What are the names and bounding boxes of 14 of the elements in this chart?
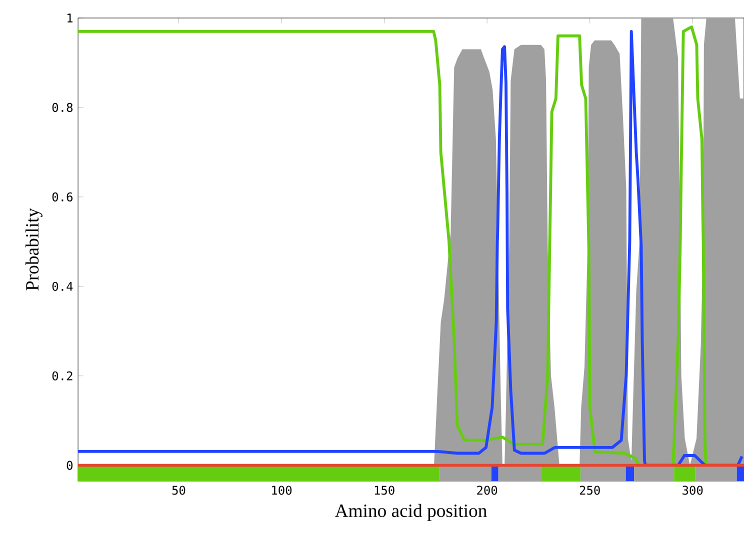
x-tick-label: 300	[682, 486, 703, 495]
x-tick-label: 150	[374, 486, 394, 495]
y-axis-title: Probability	[25, 208, 42, 290]
y-tick-label: 0	[66, 460, 73, 470]
y-tick-label: 0.6	[52, 192, 73, 202]
x-axis-title: Amino acid position	[334, 504, 487, 521]
x-tick-label: 50	[172, 486, 186, 495]
x-tick-label: 100	[272, 486, 292, 495]
x-tick-label: 250	[580, 486, 600, 495]
y-tick-label: 0.8	[52, 102, 73, 112]
y-tick-label: 0.4	[52, 282, 73, 291]
y-tick-label: 1	[68, 14, 72, 22]
y-tick-label: 0.2	[52, 371, 72, 380]
x-tick-label: 200	[477, 486, 498, 495]
